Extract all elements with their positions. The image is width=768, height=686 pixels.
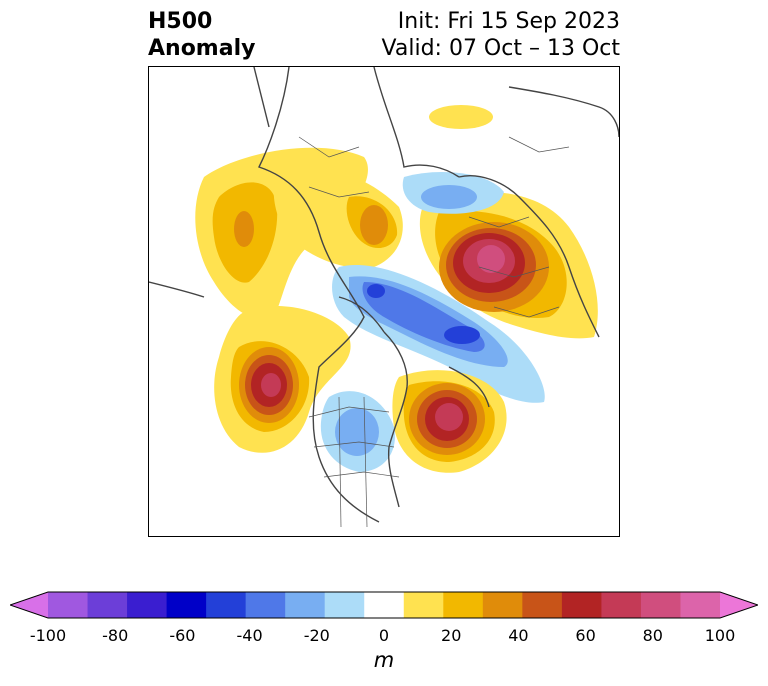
- colorbar-outline: [10, 591, 758, 619]
- colorbar-tick-label: 0: [378, 626, 390, 645]
- western-ridge: [273, 166, 403, 268]
- europe-ridge: [419, 191, 598, 339]
- colorbar-bin: [482, 592, 523, 618]
- colorbar-tick-label: 80: [642, 626, 663, 645]
- variable-subtitle: Anomaly: [148, 36, 256, 61]
- title-right: Init: Fri 15 Sep 2023 Valid: 07 Oct – 13…: [382, 8, 620, 62]
- colorbar-tick-label: -40: [236, 626, 263, 645]
- central-us-trough: [320, 391, 395, 472]
- colorbar-units: m: [373, 648, 395, 672]
- colorbar-bin: [522, 592, 563, 618]
- colorbar-bin: [640, 592, 681, 618]
- colorbar-bin: [206, 592, 247, 618]
- colorbar-bin: [443, 592, 484, 618]
- colorbar-bin: [245, 592, 286, 618]
- colorbar: [10, 591, 758, 619]
- colorbar-bin: [601, 592, 642, 618]
- colorbar-tick-label: -60: [169, 626, 196, 645]
- colorbar-tick-label: -100: [29, 626, 67, 645]
- siberia-trough: [402, 172, 504, 214]
- borders: [298, 136, 570, 528]
- colorbar-bin: [48, 592, 89, 618]
- arctic-trough: [332, 265, 545, 403]
- colorbar-bin: [364, 592, 405, 618]
- colorbar-bin: [680, 592, 721, 618]
- map-panel: [148, 66, 620, 537]
- atlantic-ridge: [392, 370, 507, 473]
- colorbar-bin: [324, 592, 365, 618]
- colorbar-tick-label: 100: [704, 626, 736, 645]
- colorbar-bin: [166, 592, 207, 618]
- west-coast-ridge: [214, 306, 351, 453]
- colorbar-tick-label: -20: [303, 626, 330, 645]
- colorbar-bin: [285, 592, 326, 618]
- coastlines: [149, 67, 619, 523]
- colorbar-tick-label: -80: [102, 626, 129, 645]
- variable-title: H500: [148, 9, 213, 34]
- valid-range: Valid: 07 Oct – 13 Oct: [381, 36, 620, 61]
- colorbar-tick-label: 60: [575, 626, 596, 645]
- colorbar-bin: [561, 592, 602, 618]
- arctic-positive: [429, 105, 493, 129]
- colorbar-bin: [403, 592, 444, 618]
- colorbar-bin: [127, 592, 168, 618]
- colorbar-ticks: -100 -80 -60 -40 -20 0 20 40 60 80 100: [0, 626, 768, 646]
- colorbar-extend-low: [10, 592, 48, 618]
- init-date: Init: Fri 15 Sep 2023: [397, 9, 620, 34]
- colorbar-extend-high: [720, 592, 758, 618]
- colorbar-tick-label: 40: [508, 626, 529, 645]
- anomaly-map: [149, 67, 619, 528]
- title-left: H500 Anomaly: [148, 8, 255, 62]
- colorbar-tick-label: 20: [441, 626, 462, 645]
- colorbar-bin: [87, 592, 128, 618]
